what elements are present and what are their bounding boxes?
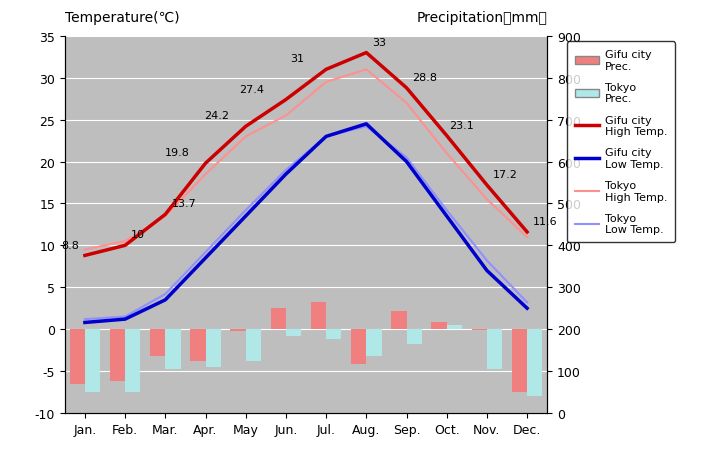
Bar <box>351 330 366 364</box>
Bar <box>391 311 407 330</box>
Text: 10: 10 <box>131 230 145 240</box>
Bar <box>431 323 446 330</box>
Text: 24.2: 24.2 <box>204 111 230 121</box>
Bar <box>85 330 100 392</box>
Text: 33: 33 <box>372 38 387 48</box>
Bar <box>246 330 261 361</box>
Bar <box>205 330 221 367</box>
Text: 27.4: 27.4 <box>239 84 264 95</box>
Bar <box>487 330 502 369</box>
Text: 19.8: 19.8 <box>165 148 189 158</box>
Bar <box>230 330 246 331</box>
Text: 28.8: 28.8 <box>413 73 438 83</box>
Bar <box>407 330 422 345</box>
Bar <box>150 330 166 356</box>
Bar <box>286 330 301 336</box>
Bar <box>125 330 140 392</box>
Bar <box>512 330 527 392</box>
Text: 8.8: 8.8 <box>61 240 79 250</box>
Text: Precipitation（mm）: Precipitation（mm） <box>416 11 547 25</box>
Bar <box>70 330 85 384</box>
Text: Temperature(℃): Temperature(℃) <box>65 11 179 25</box>
Text: 17.2: 17.2 <box>493 170 518 180</box>
Text: 31: 31 <box>290 54 304 64</box>
Bar <box>446 325 462 330</box>
Legend: Gifu city
Prec., Tokyo
Prec., Gifu city
High Temp., Gifu city
Low Temp., Tokyo
H: Gifu city Prec., Tokyo Prec., Gifu city … <box>567 42 675 242</box>
Bar <box>527 330 542 397</box>
Bar <box>311 302 326 330</box>
Text: 11.6: 11.6 <box>533 217 558 227</box>
Bar <box>190 330 205 361</box>
Bar <box>110 330 125 381</box>
Bar <box>366 330 382 356</box>
Bar <box>271 308 286 330</box>
Text: 23.1: 23.1 <box>449 120 474 130</box>
Bar <box>326 330 341 340</box>
Bar <box>166 330 181 369</box>
Text: 13.7: 13.7 <box>171 199 196 209</box>
